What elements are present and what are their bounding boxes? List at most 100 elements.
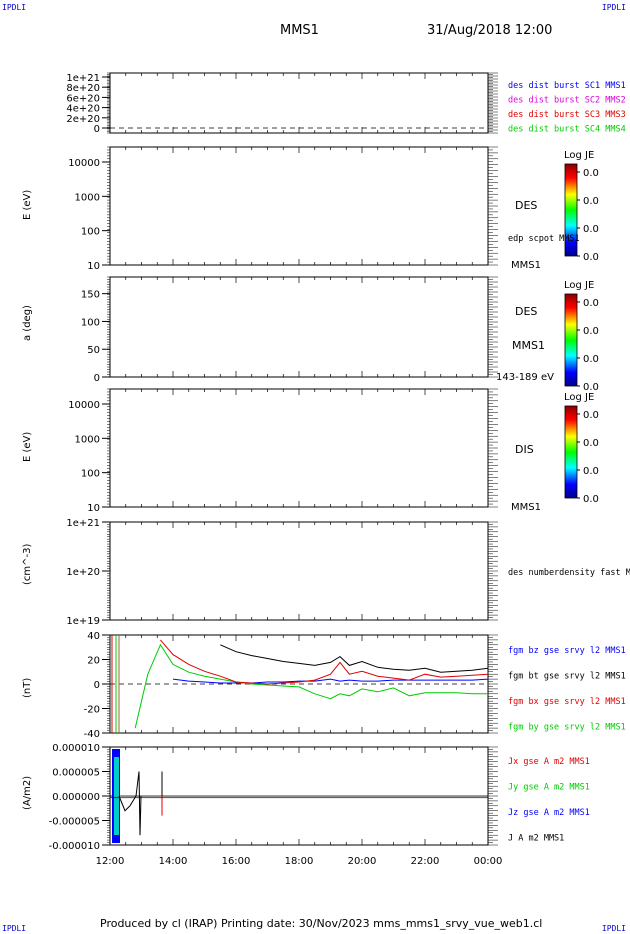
panel-sub-label: MMS1 [512, 339, 545, 352]
x-tick-label: 14:00 [159, 856, 188, 867]
y-tick-label: 50 [87, 345, 100, 356]
colorbar-tick-label: 0.0 [583, 196, 599, 207]
colorbar-tick-label: 0.0 [583, 252, 599, 263]
legend-label: fgm bx gse srvy l2 MMS1 [508, 697, 626, 707]
y-tick-label: 40 [87, 631, 100, 642]
panel-label: DES [515, 305, 537, 318]
x-tick-label: 18:00 [285, 856, 314, 867]
series-line [172, 678, 489, 684]
x-tick-label: 00:00 [474, 856, 503, 867]
y-tick-label: 20 [87, 656, 100, 667]
panel-footer-label: 143-189 eV [496, 372, 554, 383]
series-line [220, 644, 489, 673]
corner-label-bottom-left: IPDLI [2, 924, 27, 933]
y-tick-label: 100 [81, 469, 100, 480]
x-tick-label: 20:00 [348, 856, 377, 867]
colorbar-tick-label: 0.0 [583, 466, 599, 477]
spacecraft-title: MMS1 [280, 23, 319, 38]
series-line [134, 643, 488, 729]
y-tick-label: 150 [81, 290, 100, 301]
colorbar-tick-label: 0.0 [583, 224, 599, 235]
panel-frame [109, 388, 489, 508]
panel-frame [109, 521, 489, 621]
colorbar-tick-label: 0.0 [583, 326, 599, 337]
y-tick-label: 10000 [68, 400, 100, 411]
colorbar-tick-label: 0.0 [583, 382, 599, 393]
panel-footer-label: MMS1 [511, 260, 541, 271]
panel-7 [102, 746, 498, 846]
legend-label: Jz gse A m2 MMS1 [508, 808, 590, 818]
y-tick-label: 10 [87, 503, 100, 514]
y-tick-label: 0 [94, 373, 100, 384]
legend-label: Jy gse A m2 MMS1 [508, 783, 590, 793]
y-tick-label: -40 [84, 729, 100, 740]
panel-6 [102, 634, 498, 734]
panel-5 [102, 521, 498, 621]
panel-footer-label: MMS1 [511, 502, 541, 513]
y-tick-label: -0.000010 [49, 841, 100, 852]
colorbar-tick-label: 0.0 [583, 168, 599, 179]
y-axis-label: E (eV) [22, 432, 33, 462]
legend-label: fgm by gse srvy l2 MMS1 [508, 723, 626, 733]
series-line [118, 771, 142, 836]
series-line [160, 639, 489, 685]
panel-frame [109, 146, 489, 266]
colorbar-tick-label: 0.0 [583, 494, 599, 505]
x-tick-label: 12:00 [96, 856, 125, 867]
panel-label: des numberdensity fast M [508, 568, 630, 578]
panel-3 [102, 276, 580, 387]
panel-label: DIS [515, 443, 534, 456]
y-tick-label: 1000 [75, 192, 100, 203]
x-tick-label: 16:00 [222, 856, 251, 867]
legend-label: des dist burst SC4 MMS4 [508, 125, 626, 135]
current-burst [114, 757, 119, 835]
corner-label-top-left: IPDLI [2, 3, 27, 12]
panel-label: DES [515, 199, 537, 212]
legend-label: des dist burst SC3 MMS3 [508, 110, 626, 120]
colorbar-title: Log JE [564, 150, 594, 161]
y-tick-label: 0.000000 [52, 792, 100, 803]
y-tick-label: 10000 [68, 158, 100, 169]
legend-label: fgm bz gse srvy l2 MMS1 [508, 646, 626, 656]
y-axis-label: (cm^-3) [22, 544, 33, 585]
legend-label: fgm bt gse srvy l2 MMS1 [508, 672, 626, 682]
y-axis-label: (nT) [22, 678, 33, 698]
panel-4 [102, 388, 580, 508]
x-tick-label: 22:00 [411, 856, 440, 867]
colorbar [564, 293, 578, 387]
y-tick-label: 1000 [75, 434, 100, 445]
y-tick-label: -20 [84, 705, 100, 716]
y-axis-label: E (eV) [22, 190, 33, 220]
plot-date: 31/Aug/2018 12:00 [427, 23, 553, 38]
colorbar-tick-label: 0.0 [583, 410, 599, 421]
colorbar-tick-label: 0.0 [583, 298, 599, 309]
y-tick-label: 0.000010 [52, 743, 100, 754]
y-tick-label: 10 [87, 261, 100, 272]
legend-label: J A m2 MMS1 [508, 834, 564, 844]
colorbar-title: Log JE [564, 392, 594, 403]
colorbar-tick-label: 0.0 [583, 438, 599, 449]
legend-label: des dist burst SC1 MMS1 [508, 81, 626, 91]
legend-label: Jx gse A m2 MMS1 [508, 757, 590, 767]
corner-label-top-right: IPDLI [601, 3, 626, 12]
y-tick-label: 1e+20 [66, 567, 100, 578]
y-axis-label: a (deg) [22, 305, 33, 341]
legend-label: des dist burst SC2 MMS2 [508, 96, 626, 106]
y-tick-label: -0.000005 [49, 817, 100, 828]
y-tick-label: 8e+20 [66, 83, 100, 94]
y-tick-label: 100 [81, 317, 100, 328]
y-tick-label: 100 [81, 227, 100, 238]
y-tick-label: 1e+19 [66, 616, 100, 627]
panel-2 [102, 146, 580, 266]
y-tick-label: 0 [94, 124, 100, 135]
y-tick-label: 6e+20 [66, 93, 100, 104]
panel-frame [109, 276, 489, 378]
panel-frame [109, 72, 489, 134]
y-tick-label: 1e+21 [66, 518, 100, 529]
corner-label-bottom-right: IPDLI [601, 924, 626, 933]
overlay-label: edp scpot MMS1 [508, 234, 580, 244]
y-tick-label: 2e+20 [66, 114, 100, 125]
colorbar [564, 405, 578, 499]
y-tick-label: 4e+20 [66, 104, 100, 115]
